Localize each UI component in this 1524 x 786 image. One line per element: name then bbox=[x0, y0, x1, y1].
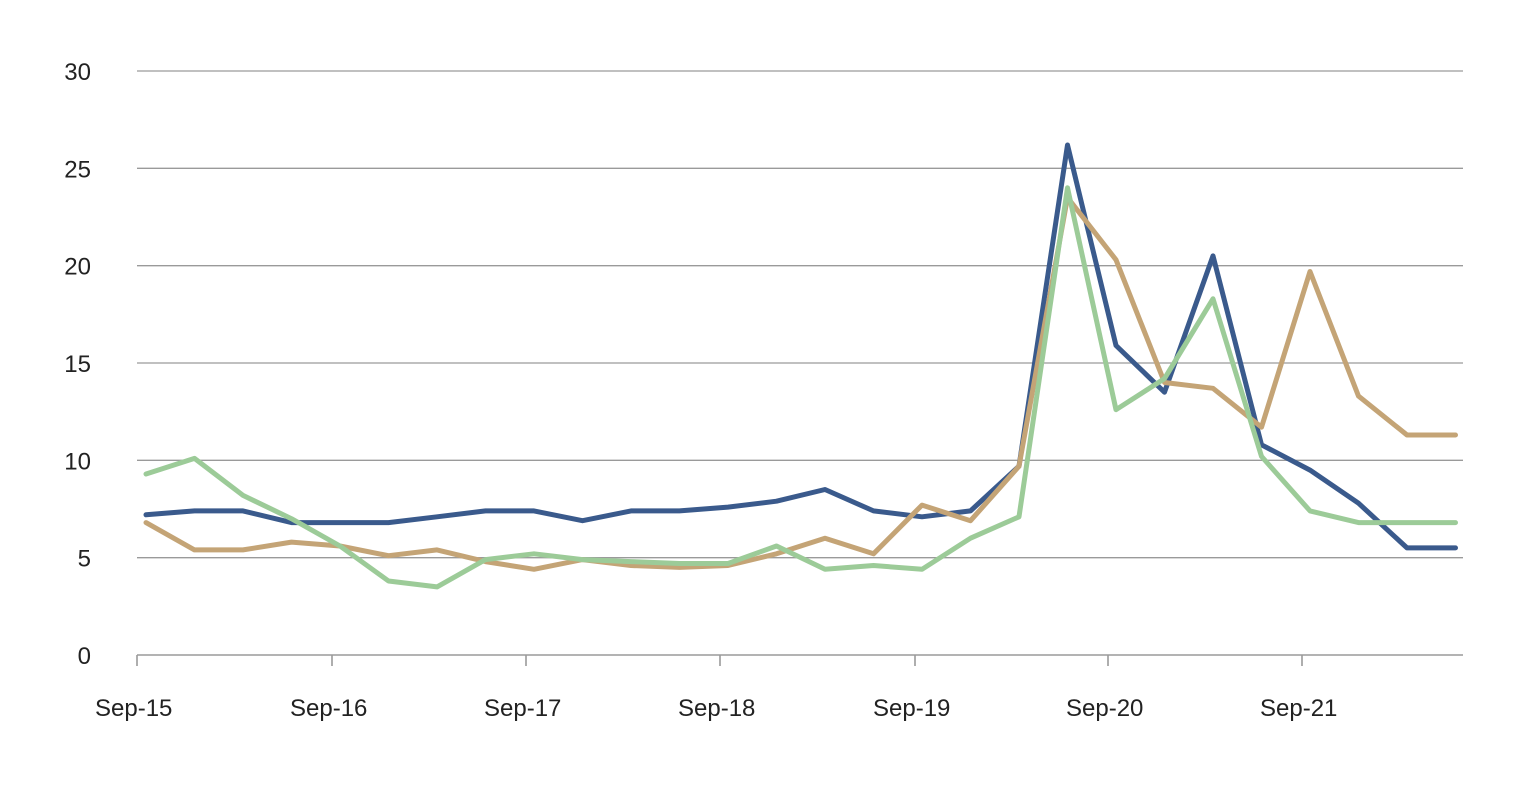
y-tick-label: 10 bbox=[64, 448, 91, 475]
series-line-3 bbox=[143, 185, 1458, 590]
x-tick-label: Sep-20 bbox=[1066, 695, 1143, 722]
x-tick-label: Sep-21 bbox=[1260, 695, 1337, 722]
y-tick-label: 30 bbox=[64, 59, 91, 86]
series-layer bbox=[143, 142, 1458, 590]
grid-layer bbox=[137, 70, 1463, 559]
axis-layer bbox=[136, 654, 1463, 666]
label-layer: 0 5 10 15 20 25 30 Sep-15 Sep-16 Sep-17 Sep-18 Sep-… bbox=[64, 59, 1337, 722]
x-tick-label: Sep-16 bbox=[290, 695, 367, 722]
series-line-1 bbox=[143, 142, 1458, 551]
y-tick-label: 20 bbox=[64, 254, 91, 281]
y-tick-label: 25 bbox=[64, 156, 91, 183]
y-tick-label: 0 bbox=[78, 643, 91, 670]
x-tick-label: Sep-15 bbox=[95, 695, 172, 722]
y-tick-label: 5 bbox=[78, 546, 91, 573]
y-tick-label: 15 bbox=[64, 351, 91, 378]
x-tick-label: Sep-17 bbox=[484, 695, 561, 722]
x-tick-label: Sep-18 bbox=[678, 695, 755, 722]
x-tick-label: Sep-19 bbox=[873, 695, 950, 722]
series-line-2 bbox=[143, 195, 1458, 572]
